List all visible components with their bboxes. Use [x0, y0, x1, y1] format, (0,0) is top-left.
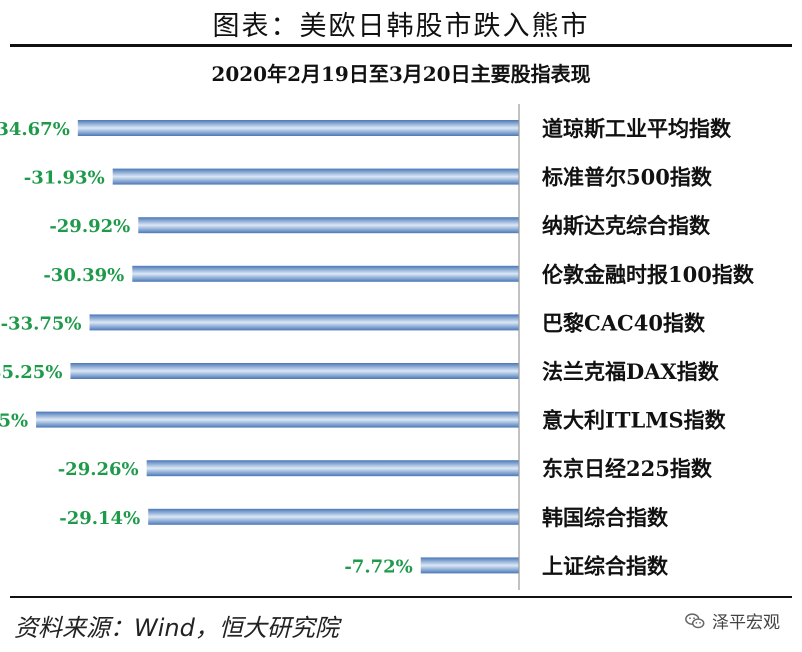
chart-title: 2020年2月19日至3月20日主要股指表现 [211, 62, 591, 86]
data-label: -7.72% [344, 556, 412, 577]
bar [112, 168, 520, 185]
category-label: 标准普尔500指数 [542, 165, 713, 190]
bar [70, 363, 519, 379]
page-title: 图表：美欧日韩股市跌入熊市 [212, 11, 590, 42]
bar [146, 460, 519, 477]
source-note: 资料来源：Wind，恒大研究院 [14, 614, 339, 642]
data-label: -37.95% [0, 411, 28, 432]
footer-divider [10, 596, 792, 598]
category-label: 道琼斯工业平均指数 [542, 116, 732, 141]
data-label: -30.39% [43, 265, 124, 286]
bar [132, 265, 520, 282]
category-label: 巴黎CAC40指数 [542, 310, 706, 335]
bar [138, 217, 519, 234]
category-label: 上证综合指数 [542, 553, 669, 578]
category-label: 法兰克福DAX指数 [542, 359, 720, 384]
category-label: 韩国综合指数 [542, 505, 669, 530]
category-label: 纳斯达克综合指数 [542, 213, 711, 238]
bar [77, 120, 519, 136]
watermark-text: 泽平宏观 [712, 613, 780, 633]
data-label: -33.75% [1, 313, 82, 334]
data-label: -29.92% [49, 216, 130, 237]
title-divider [10, 44, 792, 47]
bars-group: -34.67% 道琼斯工业平均指数 -31.93% 标准普尔500指数 -29.92% 纳… [0, 116, 755, 578]
bar [420, 557, 519, 574]
category-label: 伦敦金融时报100指数 [542, 262, 755, 287]
data-label: -34.67% [0, 119, 70, 140]
data-label: -35.25% [0, 362, 62, 383]
data-label: -29.26% [58, 459, 139, 480]
bar [148, 508, 520, 525]
watermark: 泽平宏观 [684, 608, 780, 633]
data-label: -29.14% [59, 508, 140, 529]
category-label: 意大利ITLMS指数 [542, 408, 727, 433]
bar [36, 411, 520, 428]
wechat-icon [685, 612, 705, 628]
bar-chart: -34.67% 道琼斯工业平均指数 -31.93% 标准普尔500指数 -29.92% 纳… [0, 104, 755, 590]
data-label: -31.93% [24, 168, 105, 189]
bar [89, 314, 519, 331]
category-label: 东京日经225指数 [542, 456, 713, 481]
